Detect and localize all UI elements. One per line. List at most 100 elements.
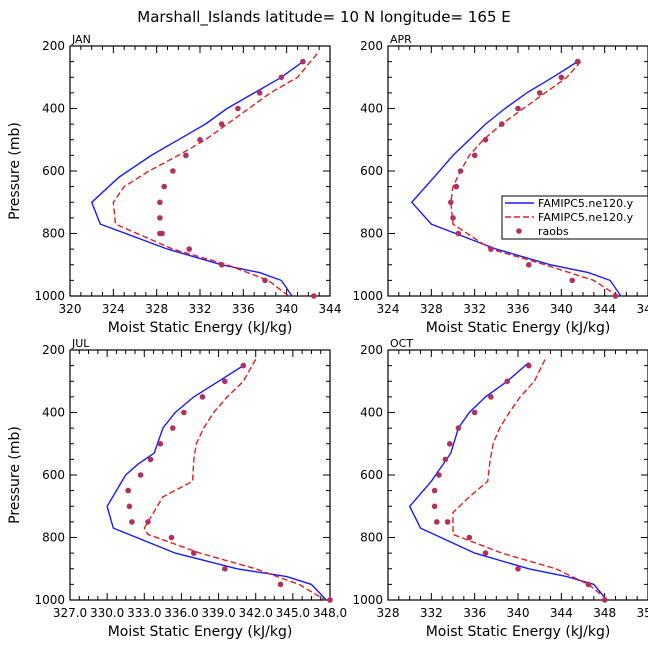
x-tick-label: 342.0 [239, 606, 273, 620]
obs-point [515, 566, 521, 572]
y-tick-label: 800 [360, 531, 383, 545]
x-tick-label: 348 [593, 606, 616, 620]
obs-point [183, 152, 189, 159]
obs-point [311, 293, 317, 299]
obs-point [488, 394, 494, 400]
obs-point [170, 168, 176, 174]
x-axis-label: Moist Static Energy (kJ/kg) [108, 624, 293, 640]
obs-point [145, 519, 151, 525]
x-axis-label: Moist Static Energy (kJ/kg) [108, 320, 293, 336]
x-tick-label: 320 [59, 302, 82, 316]
obs-point [161, 183, 167, 190]
obs-point [450, 215, 456, 221]
x-tick-label: 348.0 [313, 606, 347, 620]
y-tick-label: 600 [360, 468, 383, 482]
series-line-1 [106, 365, 327, 601]
obs-point [601, 597, 608, 603]
series-line-2 [452, 359, 609, 601]
obs-point [431, 503, 438, 510]
panel-jan: JAN 320 324 328 332 336 340 344 200 400 600 800 1000… [7, 33, 341, 336]
y-tick-label: 200 [42, 39, 65, 53]
obs-point [453, 183, 460, 190]
obs-point [126, 503, 133, 510]
x-tick-label: 328 [377, 606, 400, 620]
y-tick-label: 800 [360, 227, 383, 241]
x-tick-label: 336 [232, 302, 255, 316]
panel-label: OCT [390, 337, 413, 350]
obs-point [300, 58, 306, 65]
obs-point [457, 168, 464, 174]
x-tick-label: 348 [637, 302, 648, 316]
obs-point [488, 246, 494, 252]
obs-point [191, 550, 197, 556]
x-tick-label: 332 [189, 302, 212, 316]
y-tick-label: 1000 [352, 289, 383, 303]
x-tick-label: 344 [550, 606, 573, 620]
x-tick-label: 340 [507, 606, 530, 620]
obs-point [612, 293, 619, 299]
obs-point [574, 58, 581, 65]
x-tick-label: 328 [145, 302, 168, 316]
obs-point [125, 487, 131, 494]
x-tick-label: 352 [637, 606, 648, 620]
obs-point [137, 472, 144, 478]
x-tick-label: 344 [319, 302, 342, 316]
obs-point [471, 152, 478, 159]
obs-point [585, 581, 592, 588]
obs-point [197, 137, 203, 143]
obs-point [235, 105, 241, 112]
y-tick-label: 400 [42, 102, 65, 116]
panel-oct: OCT 328 332 336 340 344 348 352 200 400 600 800 1000… [352, 337, 648, 640]
plot-frame [387, 45, 648, 297]
obs-point [446, 441, 453, 447]
y-tick-label: 200 [360, 39, 383, 53]
x-axis-label: Moist Static Energy (kJ/kg) [426, 320, 611, 336]
figure-title: Marshall_Islands latitude= 10 N longitud… [137, 8, 510, 27]
x-tick-label: 327.0 [53, 606, 87, 620]
x-tick-label: 330.0 [90, 606, 124, 620]
legend-entry: FAMIPC5.ne120.y [538, 197, 634, 210]
y-tick-label: 400 [360, 406, 383, 420]
x-tick-label: 339.0 [201, 606, 235, 620]
x-tick-label: 344 [593, 302, 616, 316]
y-tick-label: 200 [42, 343, 65, 357]
obs-point [482, 550, 489, 556]
y-tick-label: 600 [360, 164, 383, 178]
x-tick-label: 336 [463, 606, 486, 620]
obs-point [147, 456, 154, 463]
y-axis-label: Pressure (mb) [7, 426, 23, 524]
obs-point [569, 277, 575, 284]
obs-point [482, 137, 489, 143]
panel-label: APR [390, 33, 412, 46]
y-tick-label: 1000 [352, 593, 383, 607]
x-tick-label: 345.0 [276, 606, 310, 620]
obs-point [526, 362, 532, 369]
panel-label: JUL [71, 337, 90, 350]
obs-point [504, 378, 511, 385]
y-tick-label: 600 [42, 468, 65, 482]
series-line-1 [410, 61, 622, 297]
obs-point [436, 472, 442, 478]
obs-point [159, 230, 165, 237]
y-tick-label: 600 [42, 164, 65, 178]
y-tick-label: 400 [42, 406, 65, 420]
y-axis-label: Pressure (mb) [7, 122, 23, 220]
obs-point [157, 441, 164, 447]
obs-point [455, 230, 462, 237]
y-tick-label: 1000 [34, 593, 65, 607]
x-axis-label: Moist Static Energy (kJ/kg) [426, 624, 611, 640]
panel-apr: APR 324 328 332 336 340 344 348 200 400 600 800 1000… [352, 33, 648, 336]
series-line-2 [143, 359, 326, 601]
plot-frame [387, 349, 648, 601]
legend-entry: FAMIPC5.ne120.y [538, 211, 634, 224]
obs-point [278, 74, 285, 81]
y-tick-label: 200 [360, 343, 383, 357]
obs-point [170, 425, 176, 431]
x-tick-label: 328 [420, 302, 443, 316]
series-line-1 [408, 361, 608, 601]
x-tick-label: 340 [275, 302, 298, 316]
y-tick-label: 400 [360, 102, 383, 116]
y-tick-label: 800 [42, 227, 65, 241]
obs-point [277, 581, 284, 588]
